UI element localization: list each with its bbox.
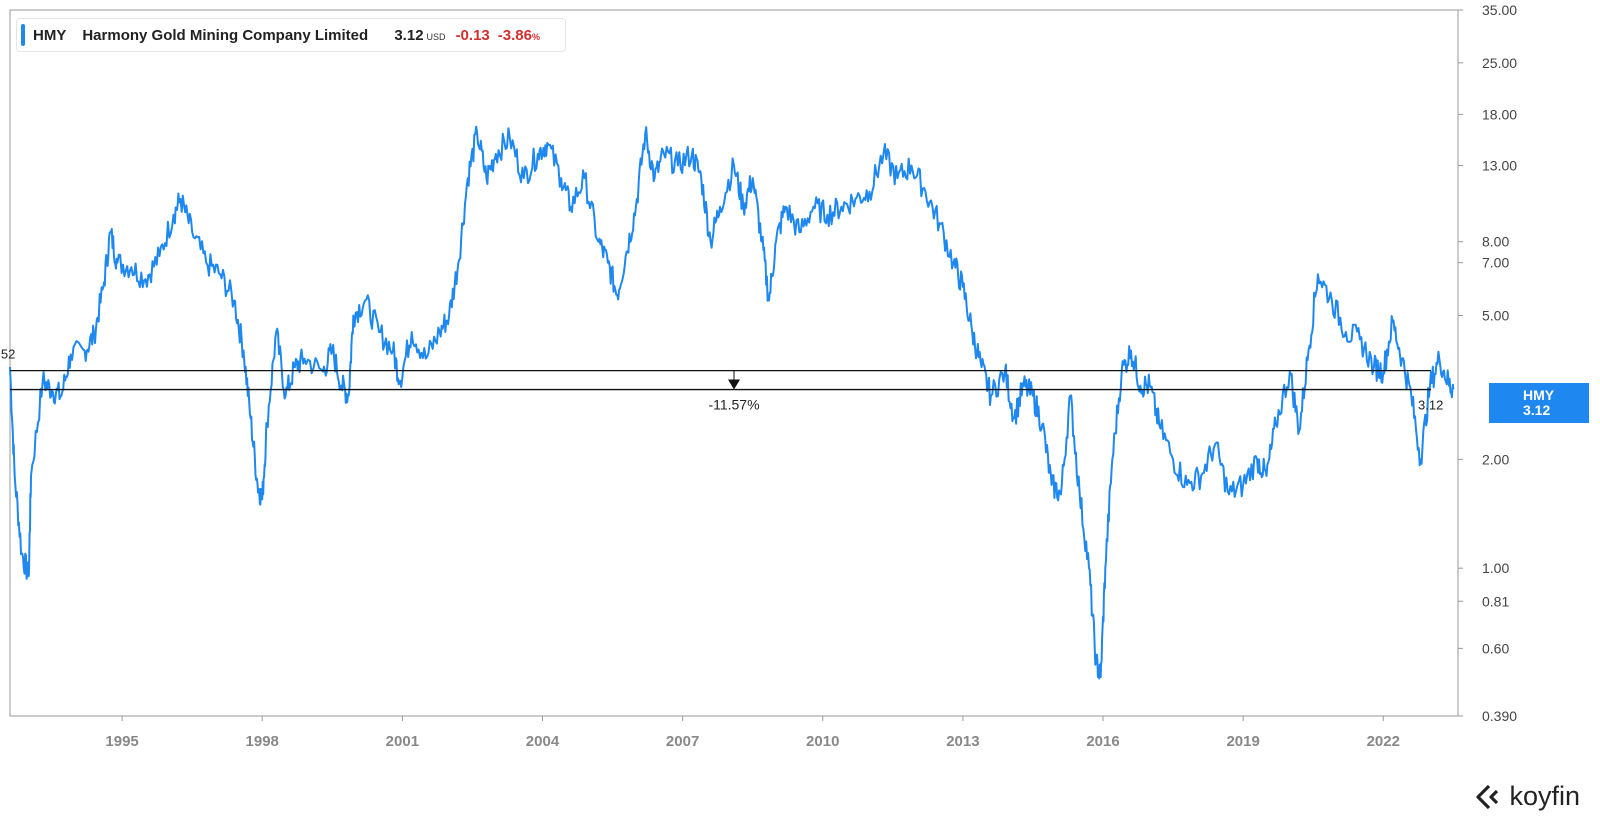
x-tick-label: 2016 xyxy=(1086,733,1119,750)
koyfin-logo-icon xyxy=(1476,784,1499,809)
legend-change-pct: -3.86 xyxy=(497,26,532,44)
y-tick-label: 7.00 xyxy=(1482,255,1509,271)
y-tick-label: 0.390 xyxy=(1482,708,1517,724)
x-tick-label: 1995 xyxy=(105,733,138,750)
measure-start-label: 3.52 xyxy=(0,347,15,362)
x-tick-label: 2022 xyxy=(1367,733,1400,750)
series-color-swatch xyxy=(21,24,25,46)
legend-ticker: HMY xyxy=(33,26,67,44)
x-tick-label: 2001 xyxy=(386,733,419,750)
y-tick-label: 2.00 xyxy=(1482,451,1509,467)
badge-price: 3.12 xyxy=(1523,402,1551,418)
brand-name: koyfin xyxy=(1509,781,1580,811)
x-tick-label: 2004 xyxy=(526,733,560,750)
plot-frame xyxy=(9,9,1459,717)
legend-company-name: Harmony Gold Mining Company Limited xyxy=(82,26,369,44)
y-tick-label: 0.81 xyxy=(1482,593,1509,609)
y-tick-label: 1.00 xyxy=(1482,560,1509,576)
legend-change: -0.13 xyxy=(455,26,490,44)
y-tick-label: 0.60 xyxy=(1482,640,1509,656)
series-line-hmy xyxy=(9,125,1455,680)
y-tick-label: 5.00 xyxy=(1482,307,1509,323)
legend-box[interactable]: HMY Harmony Gold Mining Company Limited … xyxy=(16,18,566,52)
legend-price: 3.12 xyxy=(394,26,424,44)
measure-arrow-head xyxy=(728,379,740,390)
measure-end-label: 3.12 xyxy=(1418,398,1443,413)
y-tick-label: 13.00 xyxy=(1482,157,1517,173)
x-tick-label: 2019 xyxy=(1226,733,1259,750)
legend-pct-unit: % xyxy=(531,32,540,42)
measure-pct-change: -11.57% xyxy=(708,397,759,413)
x-tick-label: 2013 xyxy=(946,733,979,750)
x-tick-label: 2007 xyxy=(666,733,699,750)
last-price-badge: HMY 3.12 xyxy=(1489,383,1589,423)
badge-ticker: HMY xyxy=(1523,387,1555,403)
y-tick-label: 18.00 xyxy=(1482,106,1517,122)
y-tick-label: 8.00 xyxy=(1482,234,1509,250)
koyfin-logo: koyfin xyxy=(1475,781,1580,812)
legend-currency: USD xyxy=(426,32,446,42)
y-tick-label: 35.00 xyxy=(1482,2,1517,18)
x-tick-label: 1998 xyxy=(246,733,279,750)
x-tick-label: 2010 xyxy=(806,733,839,750)
y-tick-label: 25.00 xyxy=(1482,55,1517,71)
